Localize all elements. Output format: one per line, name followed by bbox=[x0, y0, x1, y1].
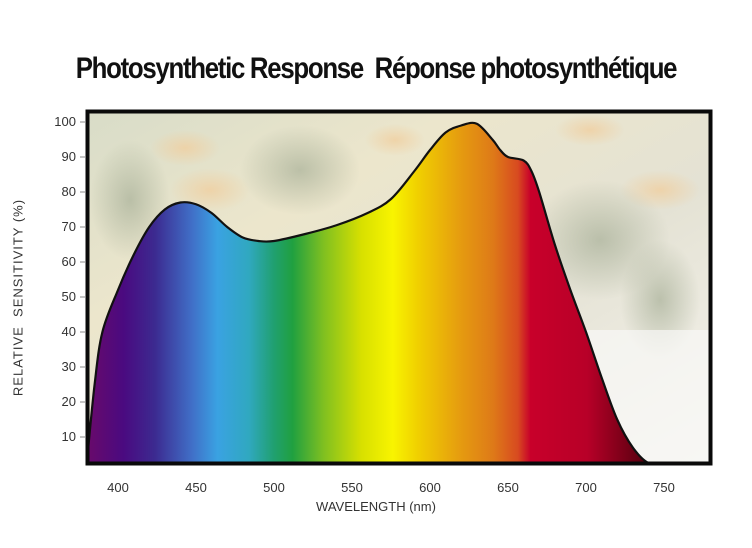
spectrum-area bbox=[86, 122, 665, 465]
y-tick-label: 30 bbox=[61, 359, 76, 374]
y-tick-label: 90 bbox=[61, 149, 76, 164]
x-tick-label: 550 bbox=[341, 480, 363, 495]
y-tick-label: 80 bbox=[61, 184, 76, 199]
y-tick-label: 60 bbox=[61, 254, 76, 269]
plot-frame bbox=[85, 109, 713, 466]
y-tick-label: 100 bbox=[54, 114, 76, 129]
x-tick-label: 700 bbox=[575, 480, 597, 495]
x-tick-label: 650 bbox=[497, 480, 519, 495]
x-tick-label: 750 bbox=[653, 480, 675, 495]
y-tick-label: 10 bbox=[61, 429, 76, 444]
x-tick-label: 600 bbox=[419, 480, 441, 495]
x-tick-label: 500 bbox=[263, 480, 285, 495]
y-tick-label: 50 bbox=[61, 289, 76, 304]
background-photo-detail bbox=[90, 114, 712, 465]
chart-title: Photosynthetic Response Réponse photosyn… bbox=[75, 52, 678, 85]
y-tick-label: 70 bbox=[61, 219, 76, 234]
y-tick-label: 20 bbox=[61, 394, 76, 409]
x-tick-label: 450 bbox=[185, 480, 207, 495]
x-axis-label: WAVELENGTH (nm) bbox=[316, 499, 436, 514]
x-tick-label: 400 bbox=[107, 480, 129, 495]
response-curve bbox=[85, 121, 665, 466]
y-tick-label: 40 bbox=[61, 324, 76, 339]
